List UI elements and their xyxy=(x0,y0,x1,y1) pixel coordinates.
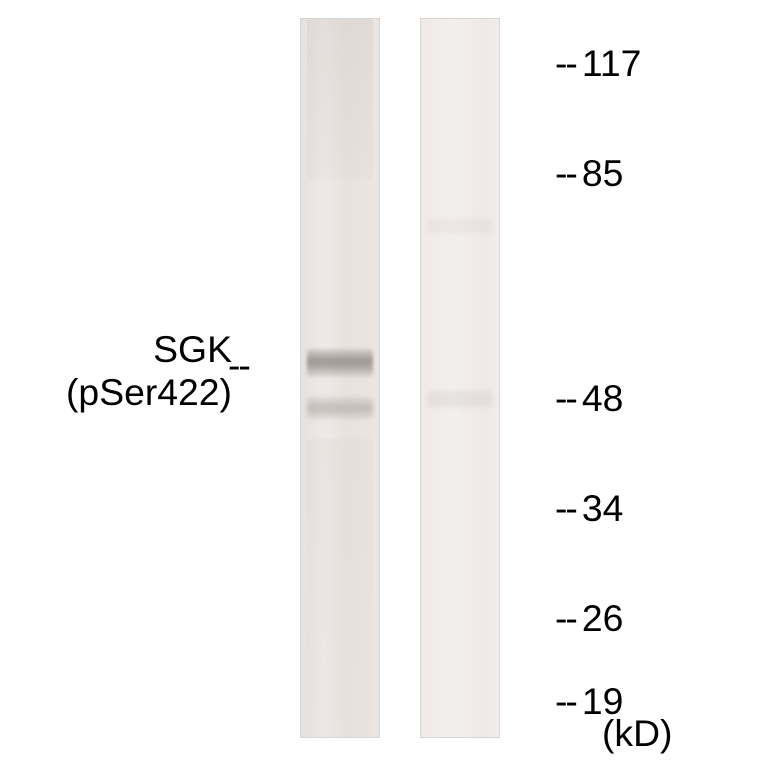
mw-marker-value: 26 xyxy=(582,597,624,639)
blot-lane-control xyxy=(420,18,500,738)
mw-marker-48: --48 xyxy=(555,377,623,420)
mw-marker-85: --85 xyxy=(555,152,623,195)
mw-tick-icon: -- xyxy=(555,597,576,639)
mw-marker-value: 34 xyxy=(582,487,624,529)
mw-unit-label: (kD) xyxy=(602,712,672,755)
mw-marker-26: --26 xyxy=(555,597,623,640)
mw-tick-icon: -- xyxy=(555,487,576,529)
target-tick: -- xyxy=(228,344,249,387)
lane2-faint-mark-1 xyxy=(427,219,493,233)
lane1-smear xyxy=(307,439,373,738)
lane1-main-band xyxy=(307,349,373,377)
mw-marker-value: 117 xyxy=(582,42,642,84)
target-name: SGK xyxy=(66,328,232,371)
mw-marker-117: --117 xyxy=(555,42,641,85)
lane2-faint-mark-2 xyxy=(427,391,493,407)
target-modification: (pSer422) xyxy=(66,371,232,414)
lane1-top-shade xyxy=(307,19,373,179)
blot-lane-sample xyxy=(300,18,380,738)
mw-tick-icon: -- xyxy=(555,680,576,722)
mw-marker-value: 48 xyxy=(582,377,624,419)
target-protein-label: SGK (pSer422) xyxy=(66,328,232,414)
mw-tick-icon: -- xyxy=(555,152,576,194)
mw-tick-icon: -- xyxy=(555,42,576,84)
mw-marker-34: --34 xyxy=(555,487,623,530)
lane1-lower-band xyxy=(307,397,373,419)
mw-tick-icon: -- xyxy=(555,377,576,419)
mw-marker-value: 85 xyxy=(582,152,624,194)
